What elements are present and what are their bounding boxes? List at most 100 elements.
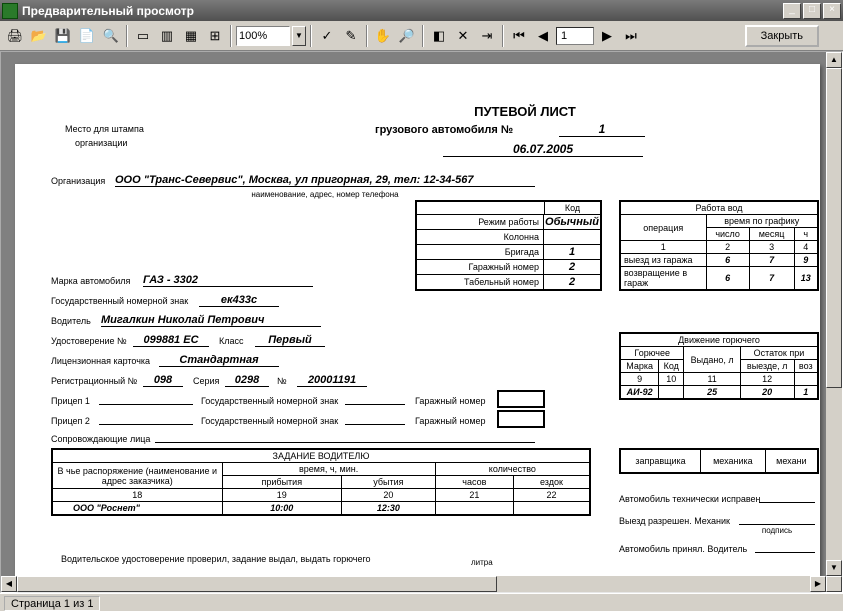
seria-label: Серия [193, 376, 219, 386]
maximize-button[interactable]: □ [803, 3, 821, 19]
brigada-label: Бригада [417, 245, 544, 260]
next-page-icon[interactable]: ▶ [596, 25, 618, 47]
task-qty-hdr: количество [435, 463, 590, 476]
garage-val: 2 [544, 260, 600, 275]
code-box: Код Режим работыОбычный Колонна Бригада1… [415, 200, 602, 291]
last-page-icon[interactable]: ⏭ [620, 25, 642, 47]
brigada-val: 1 [544, 245, 600, 260]
mode-val: Обычный [544, 215, 600, 230]
sign-table: заправщика механика механи [619, 448, 819, 474]
zoom-input[interactable] [236, 26, 290, 46]
window-title: Предварительный просмотр [22, 4, 781, 18]
scroll-left-icon[interactable]: ◀ [1, 576, 17, 592]
tech2: Выезд разрешен. Механик [619, 516, 730, 526]
task-time-hdr: время, ч, мин. [222, 463, 435, 476]
trailer1-label: Прицеп 1 [51, 396, 90, 406]
trailer-gos-label-2: Государственный номерной знак [201, 416, 338, 426]
task-table: ЗАДАНИЕ ВОДИТЕЛЮ В чье распоряжение (наи… [51, 448, 591, 516]
fuel-table: Движение горючего Горючее Выдано, л Оста… [619, 332, 819, 400]
status-page: Страница 1 из 1 [4, 596, 100, 611]
hscroll-thumb[interactable] [17, 576, 497, 592]
escort-label: Сопровождающие лица [51, 434, 150, 444]
export-icon[interactable]: 📄 [76, 25, 98, 47]
org-value: ООО "Транс-Севервис", Москва, ул пригорн… [115, 174, 535, 187]
class-val: Первый [255, 334, 325, 347]
scroll-down-icon[interactable]: ▼ [826, 560, 842, 576]
work-title: Работа вод [620, 201, 818, 215]
driver-label: Водитель [51, 316, 91, 326]
vertical-scrollbar[interactable]: ▲ ▼ [826, 52, 842, 576]
print-icon[interactable]: 🖨 [4, 25, 26, 47]
task-col1: В чье распоряжение (наименование и адрес… [52, 463, 222, 489]
task-trips: ездок [513, 476, 590, 489]
class-label: Класс [219, 336, 244, 346]
trailer2-label: Прицеп 2 [51, 416, 90, 426]
card-val: Стандартная [159, 354, 279, 367]
toolbar: 🖨 📂 💾 📄 🔍 ▭ ▥ ▦ ⊞ ▼ ✓ ✎ ✋ 🔎 ◧ ✕ ⇥ ⏮ ◀ ▶ … [0, 21, 843, 51]
tool-e-icon[interactable]: ⇥ [476, 25, 498, 47]
zoom-in-icon[interactable]: 🔎 [396, 25, 418, 47]
org-hint: наименование, адрес, номер телефона [115, 190, 535, 199]
workspace: ПУТЕВОЙ ЛИСТ грузового автомобиля № 1 06… [0, 51, 843, 593]
first-page-icon[interactable]: ⏮ [508, 25, 530, 47]
reg-no: 098 [143, 374, 183, 387]
close-button[interactable]: Закрыть [745, 25, 819, 47]
sign-label: подпись [739, 526, 815, 535]
work-table: Работа вод операция время по графику чис… [619, 200, 819, 291]
task-hrs: часов [435, 476, 513, 489]
kolonna-val [544, 230, 600, 245]
scroll-right-icon[interactable]: ▶ [810, 576, 826, 592]
hand-icon[interactable]: ✋ [372, 25, 394, 47]
horizontal-scrollbar[interactable]: ◀ ▶ [1, 576, 842, 592]
task-arr: прибытия [222, 476, 342, 489]
tool-c-icon[interactable]: ◧ [428, 25, 450, 47]
marka-val: ГАЗ - 3302 [143, 274, 313, 287]
garage2-label-1: Гаражный номер [415, 396, 486, 406]
open-icon[interactable]: 📂 [28, 25, 50, 47]
mode-label: Режим работы [417, 215, 544, 230]
driver-val: Мигалкин Николай Петрович [101, 314, 321, 327]
tool-b-icon[interactable]: ✎ [340, 25, 362, 47]
doc-title: ПУТЕВОЙ ЛИСТ [415, 104, 635, 119]
document-page: ПУТЕВОЙ ЛИСТ грузового автомобиля № 1 06… [15, 64, 820, 589]
no-label: № [277, 376, 287, 386]
scroll-up-icon[interactable]: ▲ [826, 52, 842, 68]
garage-label: Гаражный номер [417, 260, 544, 275]
doc-date: 06.07.2005 [443, 142, 643, 157]
view2-icon[interactable]: ▥ [156, 25, 178, 47]
marka-label: Марка автомобиля [51, 276, 130, 286]
org-label: Организация [51, 176, 105, 186]
page-number-input[interactable] [556, 27, 594, 45]
time-label: время по графику [706, 215, 818, 228]
scroll-corner [826, 576, 842, 592]
prev-page-icon[interactable]: ◀ [532, 25, 554, 47]
op-label: операция [620, 215, 706, 241]
card-label: Лицензионная карточка [51, 356, 150, 366]
reg-label: Регистрационный № [51, 376, 137, 386]
zoom-dropdown-icon[interactable]: ▼ [292, 26, 306, 46]
task-title: ЗАДАНИЕ ВОДИТЕЛЮ [52, 449, 590, 463]
tool-d-icon[interactable]: ✕ [452, 25, 474, 47]
vscroll-thumb[interactable] [826, 68, 842, 388]
close-window-button[interactable]: × [823, 3, 841, 19]
find-icon[interactable]: 🔍 [100, 25, 122, 47]
status-bar: Страница 1 из 1 [0, 593, 843, 611]
save-icon[interactable]: 💾 [52, 25, 74, 47]
no-val: 20001191 [297, 374, 367, 387]
fuel-title: Движение горючего [620, 333, 818, 347]
lic-val: 099881 ЕС [133, 334, 209, 347]
app-icon [2, 3, 18, 19]
minimize-button[interactable]: _ [783, 3, 801, 19]
garage2-label-2: Гаражный номер [415, 416, 486, 426]
tool-a-icon[interactable]: ✓ [316, 25, 338, 47]
stamp-label-2: организации [75, 138, 127, 148]
view4-icon[interactable]: ⊞ [204, 25, 226, 47]
doc-subtitle: грузового автомобиля № [375, 124, 513, 136]
gos-val: ек433с [199, 294, 279, 307]
view1-icon[interactable]: ▭ [132, 25, 154, 47]
trailer-gos-label-1: Государственный номерной знак [201, 396, 338, 406]
title-bar: Предварительный просмотр _ □ × [0, 0, 843, 21]
tech1: Автомобиль технически исправен [619, 494, 760, 504]
lic-label: Удостоверение № [51, 336, 127, 346]
view3-icon[interactable]: ▦ [180, 25, 202, 47]
